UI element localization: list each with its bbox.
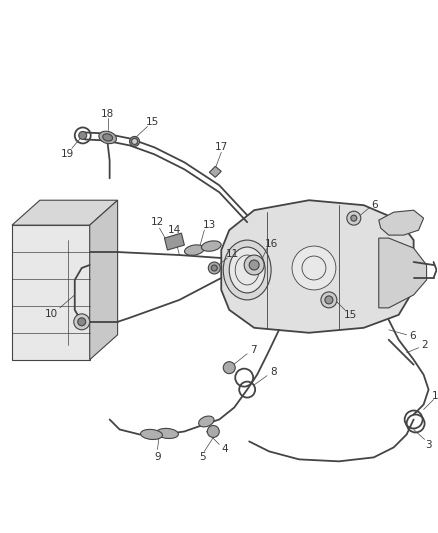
Text: 8: 8 [270, 367, 276, 377]
Text: 6: 6 [410, 331, 416, 341]
Circle shape [78, 318, 86, 326]
Circle shape [207, 425, 219, 438]
Circle shape [131, 139, 138, 144]
Polygon shape [164, 233, 184, 250]
Text: 15: 15 [146, 117, 159, 127]
Circle shape [249, 260, 259, 270]
Circle shape [321, 292, 337, 308]
Polygon shape [209, 166, 221, 177]
Circle shape [79, 132, 87, 140]
Text: 17: 17 [215, 142, 228, 152]
Text: 6: 6 [371, 200, 378, 210]
Polygon shape [12, 200, 118, 225]
Circle shape [74, 314, 90, 330]
Polygon shape [221, 200, 413, 333]
Circle shape [351, 215, 357, 221]
Circle shape [325, 296, 333, 304]
Text: 18: 18 [101, 109, 114, 118]
Ellipse shape [103, 134, 113, 141]
Text: 1: 1 [432, 391, 438, 401]
Ellipse shape [141, 430, 162, 440]
Text: 16: 16 [265, 239, 278, 249]
Text: 11: 11 [226, 249, 239, 259]
Polygon shape [379, 238, 427, 308]
Text: 19: 19 [61, 149, 74, 159]
Ellipse shape [156, 429, 178, 439]
Circle shape [130, 136, 140, 147]
Polygon shape [379, 210, 424, 235]
Text: 4: 4 [221, 445, 228, 455]
Polygon shape [12, 225, 90, 360]
Text: 9: 9 [154, 453, 161, 462]
Text: 14: 14 [168, 225, 181, 235]
Circle shape [208, 262, 220, 274]
Text: 12: 12 [151, 217, 164, 227]
Circle shape [292, 246, 336, 290]
Text: 7: 7 [250, 345, 257, 355]
Ellipse shape [198, 416, 214, 427]
Text: 3: 3 [425, 440, 432, 450]
Ellipse shape [184, 245, 204, 255]
Text: 5: 5 [199, 453, 206, 462]
Polygon shape [90, 200, 118, 360]
Ellipse shape [229, 247, 265, 293]
Ellipse shape [223, 240, 271, 300]
Text: 2: 2 [421, 340, 428, 350]
Text: 13: 13 [203, 220, 216, 230]
Circle shape [244, 255, 264, 275]
Circle shape [223, 362, 235, 374]
Ellipse shape [201, 241, 221, 251]
Text: 15: 15 [344, 310, 357, 320]
Circle shape [211, 265, 217, 271]
Circle shape [347, 211, 361, 225]
Text: 10: 10 [45, 309, 58, 319]
Ellipse shape [99, 131, 117, 144]
